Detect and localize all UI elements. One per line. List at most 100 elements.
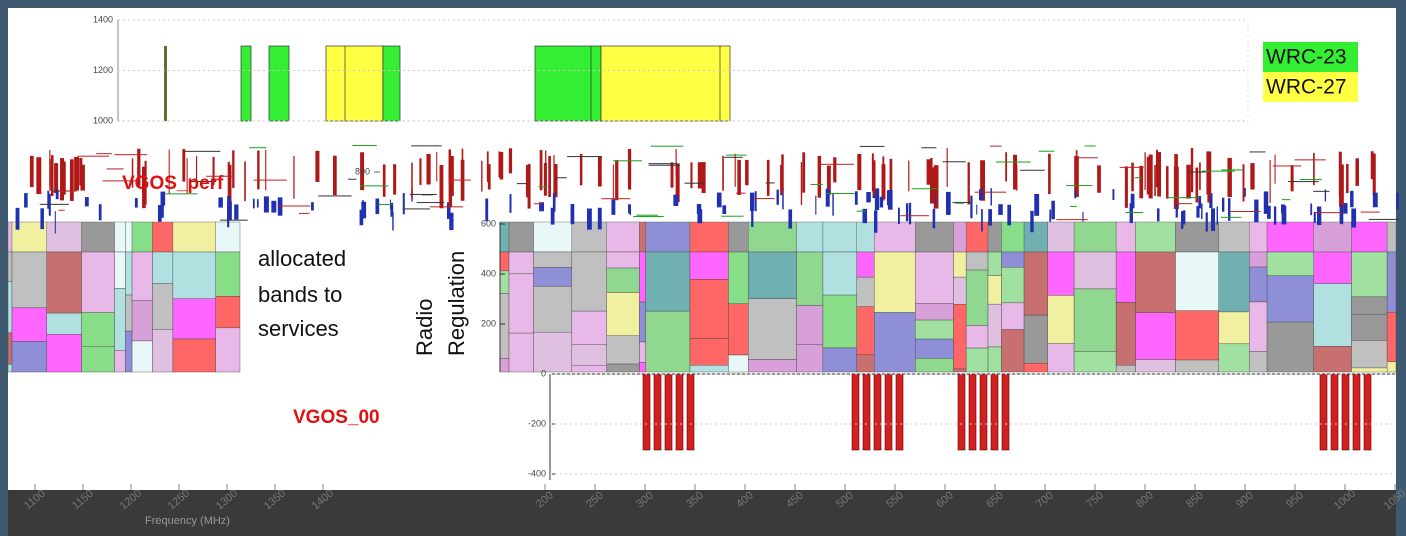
vgos-bar — [979, 373, 988, 451]
observation-mark — [1274, 154, 1276, 184]
observation-mark — [1056, 219, 1088, 221]
observation-mark — [955, 202, 964, 204]
observation-mark — [182, 149, 186, 182]
observation-mark — [102, 180, 138, 182]
observation-mark — [1146, 156, 1151, 195]
observation-mark — [134, 198, 138, 208]
observation-mark — [1201, 203, 1203, 219]
allocation-block — [1386, 221, 1397, 253]
band — [534, 45, 602, 122]
allocation-block — [606, 335, 640, 365]
observation-mark — [220, 219, 248, 221]
vgos-bar — [642, 373, 651, 451]
observation-mark — [1199, 162, 1201, 190]
allocation-block — [965, 347, 989, 373]
observation-mark — [670, 162, 674, 188]
observation-mark — [392, 211, 394, 231]
observation-mark — [1350, 190, 1354, 208]
allocation-block — [508, 273, 534, 334]
observation-mark — [416, 202, 445, 204]
observation-mark — [930, 157, 933, 190]
observation-mark — [1167, 197, 1200, 199]
allocation-block — [46, 221, 82, 253]
allocation-block — [1023, 251, 1048, 316]
observation-mark — [375, 198, 380, 215]
observation-mark — [802, 152, 806, 193]
observation-mark — [1119, 166, 1144, 168]
observation-mark — [684, 182, 705, 184]
allocation-block — [7, 332, 13, 365]
allocation-block — [915, 303, 954, 321]
observation-mark — [754, 191, 757, 212]
observation-mark — [228, 164, 232, 210]
observation-mark — [436, 151, 438, 182]
observation-mark — [382, 164, 386, 197]
allocation-block — [639, 341, 646, 363]
observation-mark — [788, 209, 793, 229]
observation-mark — [817, 155, 822, 198]
observation-mark — [58, 190, 77, 192]
allocation-block — [125, 251, 133, 296]
observation-mark — [826, 165, 831, 195]
vgos-bar — [1330, 373, 1339, 451]
observation-mark — [601, 198, 631, 200]
observation-mark — [62, 161, 66, 195]
observation-mark — [54, 163, 59, 194]
allocation-block — [508, 251, 534, 275]
observation-mark — [633, 216, 664, 218]
observation-mark — [859, 145, 885, 147]
observation-mark — [315, 150, 320, 182]
allocation-block — [215, 251, 241, 297]
observation-mark — [137, 148, 141, 186]
allocation-block — [915, 319, 954, 340]
observation-mark — [988, 209, 992, 226]
observation-mark — [1078, 157, 1098, 159]
observation-mark — [1189, 171, 1206, 173]
observation-mark — [1269, 160, 1271, 203]
allocation-block — [7, 221, 13, 253]
y-tick-label: 1400 — [93, 14, 113, 24]
observation-mark — [1273, 206, 1277, 225]
observation-mark — [766, 159, 770, 196]
observation-mark — [967, 162, 970, 205]
annotation: services — [258, 316, 339, 341]
observation-mark — [1314, 212, 1343, 214]
observation-mark — [448, 164, 453, 207]
observation-mark — [1281, 206, 1287, 225]
x-axis-strip — [8, 490, 1396, 536]
allocation-block — [965, 269, 989, 326]
vgos-bar — [1341, 373, 1350, 451]
annotation: VGOS_perf — [122, 173, 224, 194]
observation-mark — [1360, 211, 1380, 213]
y-tick-label: 600 — [481, 218, 496, 228]
observation-mark — [98, 204, 102, 221]
observation-mark — [952, 201, 972, 203]
annotation: VGOS_00 — [293, 407, 380, 428]
allocation-block — [11, 307, 48, 342]
observation-mark — [900, 215, 929, 217]
allocation-block — [533, 286, 573, 333]
observation-mark — [734, 153, 736, 187]
observation-mark — [1070, 205, 1077, 207]
observation-mark — [525, 166, 531, 196]
observation-mark — [765, 182, 775, 184]
allocation-block — [1218, 311, 1250, 345]
observation-mark — [1130, 193, 1135, 209]
observation-mark — [486, 151, 489, 182]
observation-mark — [1372, 192, 1378, 208]
allocation-block — [728, 303, 749, 356]
observation-mark — [735, 192, 746, 194]
observation-mark — [974, 191, 1007, 193]
allocation-block — [1266, 275, 1314, 323]
observation-mark — [1020, 169, 1045, 171]
allocation-block — [1249, 266, 1268, 303]
observation-mark — [249, 147, 267, 149]
observation-mark — [995, 161, 1031, 163]
observation-mark — [696, 203, 702, 215]
observation-mark — [1112, 189, 1115, 200]
observation-mark — [722, 205, 727, 214]
allocation-block — [7, 281, 13, 334]
allocation-block — [953, 368, 967, 373]
allocation-block — [873, 251, 916, 313]
